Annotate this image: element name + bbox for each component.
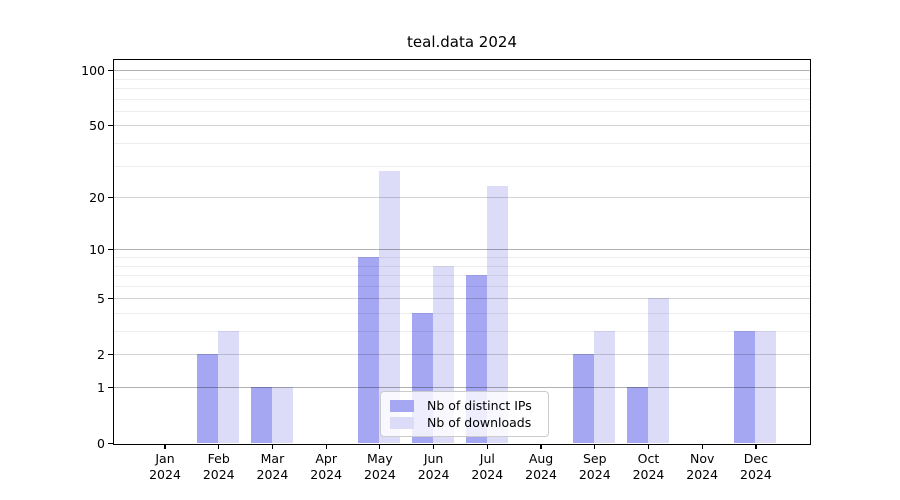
x-tick-label: Sep 2024 [578,450,611,482]
x-tick-mark [594,444,596,449]
bar-downloads [379,170,401,443]
gridline-minor [114,98,810,100]
y-tick-mark [108,354,113,356]
y-tick-label: 10 [89,241,105,257]
bar-downloads [594,331,616,443]
y-tick-mark [108,70,113,72]
legend-item-distinct-ips: Nb of distinct IPs [390,397,539,414]
x-tick-mark [218,444,220,449]
y-tick-mark [108,125,113,127]
legend-swatch-distinct-ips [390,399,414,412]
x-tick-mark [325,444,327,449]
y-tick-label: 0 [97,435,105,451]
y-tick-label: 50 [89,117,105,133]
x-tick-mark [164,444,166,449]
gridline-minor [114,143,810,145]
plot-canvas [114,60,810,444]
gridline-minor [114,257,810,258]
y-tick-label: 100 [81,62,105,78]
bar-downloads [218,331,240,443]
bar-downloads [647,298,669,443]
bar-downloads [486,186,508,443]
y-tick-mark [108,442,113,445]
y-tick-label: 1 [97,379,105,395]
bar-distinct-ips [626,387,648,443]
y-tick-label: 20 [89,189,105,205]
x-tick-label: Jul 2024 [471,450,504,482]
x-tick-mark [755,444,757,449]
legend: Nb of distinct IPs Nb of downloads [380,391,549,437]
legend-label-downloads: Nb of downloads [427,415,532,430]
y-tick-mark [108,298,113,300]
gridline-major [114,125,810,127]
x-tick-label: Feb 2024 [202,450,235,482]
gridline-major [114,354,810,356]
gridline-major [114,197,810,199]
gridline-major [114,387,810,388]
y-tick-label: 5 [97,290,105,306]
x-tick-label: Oct 2024 [632,450,665,482]
bar-distinct-ips [734,331,756,443]
x-tick-mark [647,444,650,449]
x-tick-label: Jun 2024 [417,450,450,482]
y-tick-mark [108,386,113,389]
gridline-minor [114,331,810,333]
gridline-minor [114,312,810,314]
gridline-major [114,70,810,72]
legend-label-distinct-ips: Nb of distinct IPs [427,398,532,413]
gridline-major [114,249,810,251]
bar-distinct-ips [358,257,380,443]
bar-downloads [271,387,293,443]
gridline-minor [114,78,810,80]
gridline-minor [114,88,810,90]
x-tick-mark [486,444,488,449]
y-tick-mark [108,249,113,251]
x-tick-label: Apr 2024 [310,450,343,482]
x-tick-label: Aug 2024 [525,450,557,482]
x-tick-mark [433,444,435,449]
x-tick-label: Jan 2024 [149,450,181,482]
gridline-minor [114,265,810,267]
gridline-major [114,298,810,300]
x-tick-label: Dec 2024 [740,450,772,482]
y-tick-mark [108,196,113,199]
bar-distinct-ips [573,354,595,443]
bar-distinct-ips [197,354,219,443]
gridline-minor [114,165,810,167]
x-tick-mark [540,444,542,449]
legend-item-downloads: Nb of downloads [390,414,539,431]
y-tick-label: 2 [97,346,105,362]
plot-area [113,59,811,445]
x-tick-mark [701,444,703,449]
x-tick-label: May 2024 [363,450,396,482]
gridline-minor [114,285,810,287]
gridline-minor [114,275,810,277]
gridline-minor [114,110,810,112]
chart-title: teal.data 2024 [407,33,517,51]
x-tick-mark [379,444,381,449]
x-tick-label: Nov 2024 [686,450,719,482]
x-tick-mark [271,444,274,449]
legend-swatch-downloads [390,416,414,429]
bar-downloads [755,331,777,443]
x-tick-label: Mar 2024 [256,450,289,482]
bar-distinct-ips [250,387,272,443]
